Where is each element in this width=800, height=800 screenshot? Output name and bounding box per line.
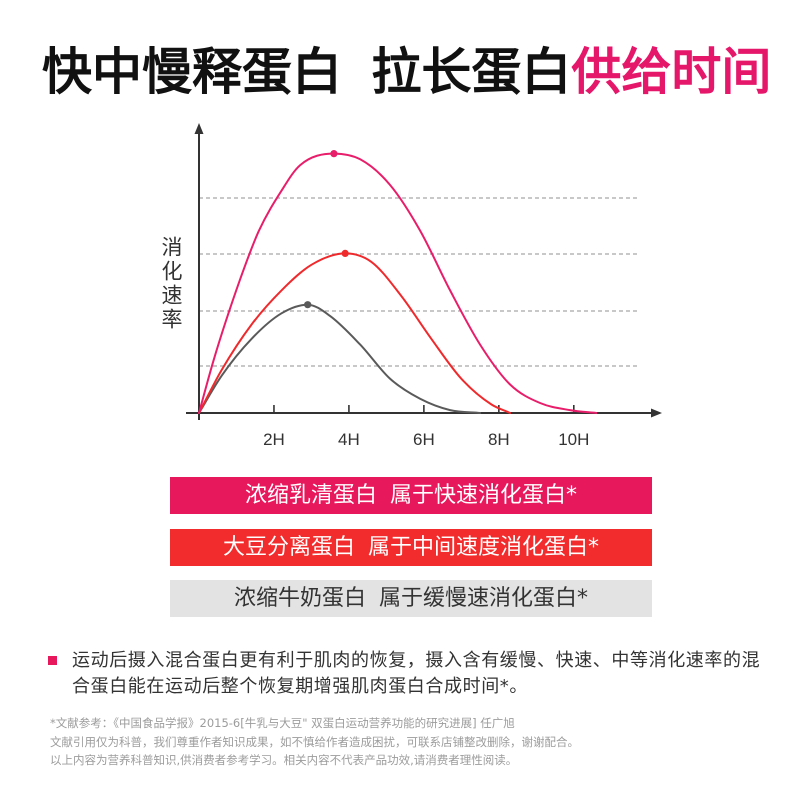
digestion-rate-chart: 2H 4H 6H 8H 10H xyxy=(186,123,662,449)
soy-protein-curve xyxy=(198,252,512,414)
x-tick-label-6h: 6H xyxy=(413,430,435,449)
x-tick-label-10h: 10H xyxy=(558,430,589,449)
x-axis-arrow xyxy=(651,408,662,418)
x-tick-label-2h: 2H xyxy=(263,430,285,449)
whey-protein-curve xyxy=(198,152,598,414)
note-text-line: 运动后摄入混合蛋白更有利于肌肉的恢复，摄入含有缓慢、快速、中等消化速率的混 xyxy=(72,650,761,671)
series-layer xyxy=(198,150,598,414)
whey-protein-peak-marker xyxy=(330,150,338,158)
note-bullet-icon xyxy=(48,656,57,665)
y-axis-label: 消化速率 xyxy=(159,236,183,332)
x-tick-label-8h: 8H xyxy=(488,430,510,449)
footnote-science-disclaimer: 以上内容为营养科普知识,供消费者参考学习。相关内容不代表产品功效,请消费者理性阅… xyxy=(50,753,518,767)
page-title: 快中慢释蛋白 拉长蛋白供给时间 xyxy=(42,42,771,102)
y-axis-arrow xyxy=(194,123,204,134)
milk-protein-peak-marker xyxy=(304,301,312,309)
legend-milk-protein: 浓缩牛奶蛋白 属于缓慢速消化蛋白* xyxy=(170,580,652,617)
gridlines xyxy=(199,197,640,367)
title-highlight-text: 供给时间 xyxy=(571,43,772,101)
legend-soy-protein: 大豆分离蛋白 属于中间速度消化蛋白* xyxy=(170,529,652,566)
soy-protein-peak-marker xyxy=(341,249,349,257)
note-text-line: 合蛋白能在运动后整个恢复期增强肌肉蛋白合成时间*。 xyxy=(72,676,528,697)
x-ticks: 2H 4H 6H 8H 10H xyxy=(263,405,589,449)
milk-protein-curve xyxy=(198,303,482,414)
x-tick-label-4h: 4H xyxy=(338,430,360,449)
title-main-text: 快中慢释蛋白 拉长蛋白 xyxy=(42,43,572,101)
legend-whey-protein: 浓缩乳清蛋白 属于快速消化蛋白* xyxy=(170,477,652,514)
footnote-citation-disclaimer: 文献引用仅为科普，我们尊重作者知识成果，如不慎给作者造成困扰，可联系店铺整改删除… xyxy=(50,735,579,749)
footnote-reference: *文献参考：《中国食品学报》2015-6[牛乳与大豆" 双蛋白运动营养功能的研究… xyxy=(50,716,515,730)
